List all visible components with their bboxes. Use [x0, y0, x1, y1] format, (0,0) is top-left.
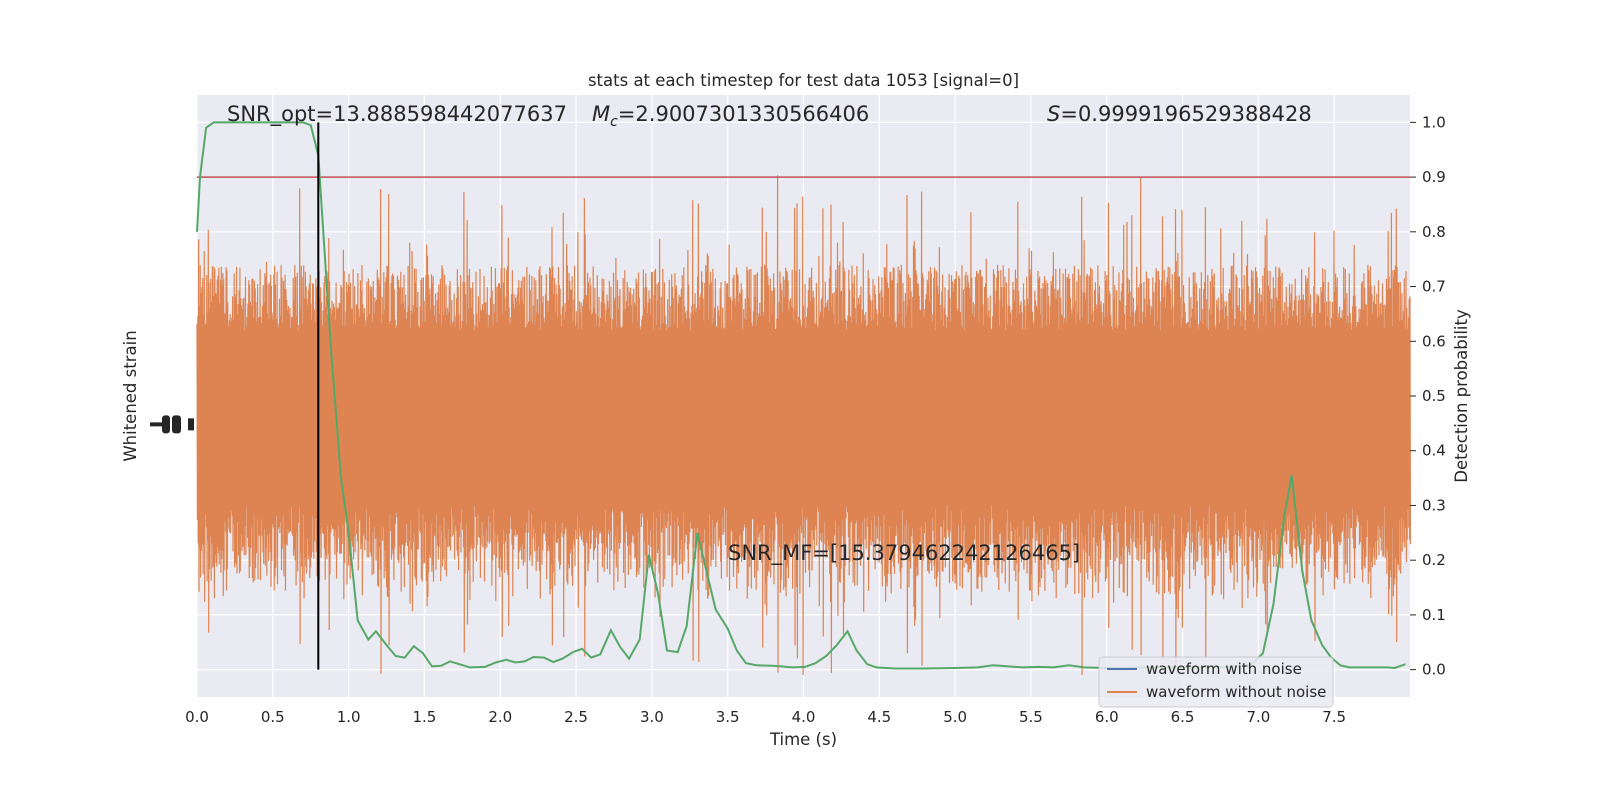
y-tick-label: 0.5: [1422, 387, 1446, 405]
y-tick-label: 0.4: [1422, 442, 1446, 460]
chirp-mass-annotation: Mc=2.9007301330566406: [592, 102, 869, 130]
y-tick-label: 0.6: [1422, 332, 1446, 350]
chirp-mass-value: =2.9007301330566406: [618, 102, 869, 126]
x-tick-label: 0.0: [185, 708, 209, 726]
y-tick-label: 0.8: [1422, 223, 1446, 241]
score-symbol: S: [1047, 102, 1060, 126]
waveform-without-noise-trace: [196, 175, 1411, 676]
y-tick-label: 0.3: [1422, 496, 1446, 514]
x-tick-label: 5.0: [943, 708, 967, 726]
x-tick-label: 1.0: [337, 708, 361, 726]
x-tick-label: 0.5: [261, 708, 285, 726]
legend-box: [1098, 656, 1334, 708]
chart-title: stats at each timestep for test data 105…: [588, 71, 1019, 90]
x-tick-label: 3.5: [716, 708, 740, 726]
x-tick-label: 6.5: [1171, 708, 1195, 726]
x-tick-label: 5.5: [1019, 708, 1043, 726]
y-tick-label: 1.0: [1422, 113, 1446, 131]
left-tick-glyph-blob: [172, 415, 181, 434]
y-axis-left-label: Whitened strain: [121, 330, 140, 461]
x-tick-label: 3.0: [640, 708, 664, 726]
x-tick-label: 2.0: [488, 708, 512, 726]
y-tick-label: 0.7: [1422, 278, 1446, 296]
x-tick-label: 6.0: [1095, 708, 1119, 726]
x-tick-label: 2.5: [564, 708, 588, 726]
y-axis-right-ticks: 0.0 0.1 0.2 0.3 0.4 0.5 0.6 0.7 0.8 0.9 1.0: [1410, 113, 1446, 679]
x-tick-label: 4.5: [867, 708, 891, 726]
snr-opt-annotation: SNR_opt=13.888598442077637: [227, 102, 567, 127]
y-tick-label: 0.1: [1422, 606, 1446, 624]
y-tick-label: 0.2: [1422, 551, 1446, 569]
y-axis-right-label: Detection probability: [1452, 309, 1471, 483]
score-annotation: S=0.9999196529388428: [1047, 102, 1312, 126]
x-axis-ticks: 0.0 0.5 1.0 1.5 2.0 2.5 3.0 3.5 4.0 4.5 5.0 5.5 6.0 6…: [185, 708, 1346, 726]
waveform-spikes: [196, 175, 1411, 676]
legend-label-with-noise: waveform with noise: [1146, 660, 1302, 678]
score-value: =0.9999196529388428: [1060, 102, 1311, 126]
left-tick-glyph-blob: [188, 418, 194, 431]
x-tick-label: 1.5: [413, 708, 437, 726]
left-tick-minus-mark: [150, 422, 162, 427]
x-tick-label: 7.0: [1246, 708, 1270, 726]
x-axis-label: Time (s): [769, 730, 837, 749]
chirp-mass-symbol: M: [592, 102, 610, 126]
x-tick-label: 7.5: [1322, 708, 1346, 726]
y-tick-label: 0.0: [1422, 661, 1446, 679]
y-tick-label: 0.9: [1422, 168, 1446, 186]
left-tick-glyph-blob: [162, 415, 170, 434]
snr-mf-annotation: SNR_MF=[15.379462242126465]: [728, 541, 1080, 566]
legend: waveform with noise waveform without noi…: [1098, 656, 1334, 708]
x-tick-label: 4.0: [792, 708, 816, 726]
legend-label-without-noise: waveform without noise: [1146, 683, 1326, 701]
left-axis-overlapping-tick-labels: [150, 415, 194, 434]
chirp-mass-subscript: c: [610, 114, 618, 130]
